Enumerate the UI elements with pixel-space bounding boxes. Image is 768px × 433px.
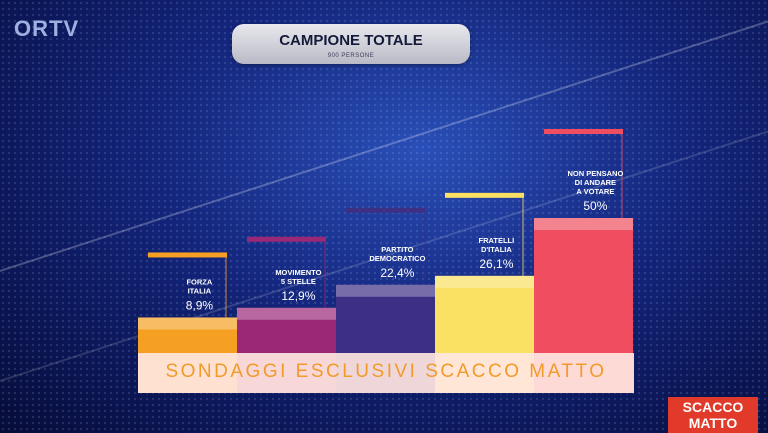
- channel-logo: ORTV: [14, 16, 80, 41]
- brand-line-2: MATTO: [688, 415, 738, 431]
- category-label: DI ANDARE: [575, 178, 616, 187]
- banner: SONDAGGI ESCLUSIVI SCACCO MATTO: [138, 353, 634, 393]
- value-label: 8,9%: [186, 298, 214, 312]
- bar-highlight: [534, 218, 633, 230]
- bar-highlight: [435, 275, 534, 288]
- value-label: 26,1%: [479, 257, 513, 271]
- bar-highlight: [336, 284, 435, 297]
- value-label: 12,9%: [281, 289, 315, 303]
- banner-text: SONDAGGI ESCLUSIVI SCACCO MATTO: [165, 361, 607, 382]
- category-label: A VOTARE: [576, 187, 614, 196]
- value-label: 50%: [583, 199, 607, 213]
- brand-badge: SCACCO MATTO: [668, 397, 758, 433]
- category-label: 5 STELLE: [281, 277, 316, 286]
- bar-marker: [247, 236, 326, 242]
- category-label: NON PENSANO: [567, 169, 623, 178]
- category-label: ITALIA: [188, 286, 212, 295]
- chart-subtitle: 900 PERSONE: [327, 53, 375, 59]
- bar-highlight: [237, 307, 336, 320]
- category-label: DEMOCRATICO: [369, 254, 425, 263]
- category-label: FORZA: [186, 277, 212, 286]
- value-label: 22,4%: [380, 266, 414, 280]
- category-label: MOVIMENTO: [275, 268, 321, 277]
- bar-highlight: [138, 317, 237, 330]
- bar-marker: [148, 252, 227, 258]
- category-label: PARTITO: [381, 245, 413, 254]
- category-label: FRATELLI: [479, 236, 515, 245]
- category-label: D'ITALIA: [481, 245, 512, 254]
- title-box: CAMPIONE TOTALE 900 PERSONE: [232, 24, 470, 64]
- bar-marker: [544, 129, 623, 134]
- bar-marker: [445, 192, 524, 198]
- bar-marker: [346, 207, 425, 213]
- brand-line-1: SCACCO: [682, 399, 744, 415]
- chart-title: CAMPIONE TOTALE: [279, 32, 423, 49]
